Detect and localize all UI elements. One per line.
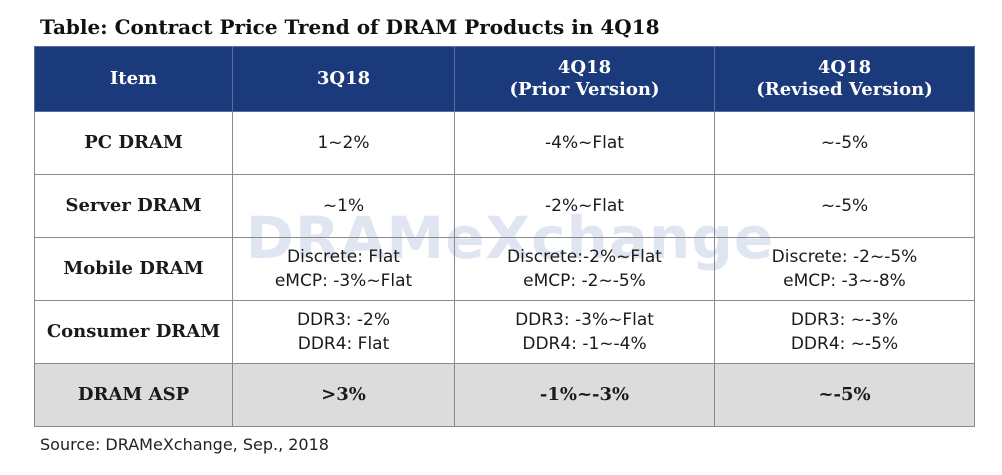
cell-line: ~-5% <box>820 196 869 216</box>
table-title: Table: Contract Price Trend of DRAM Prod… <box>40 15 660 39</box>
table-row: Server DRAM ~1% -2%~Flat ~-5% <box>34 174 975 238</box>
cell-line: eMCP: -3%~Flat <box>274 271 413 291</box>
cell-prior: -2%~Flat <box>454 174 715 238</box>
cell-prior: -4%~Flat <box>454 111 715 175</box>
cell-line: DDR4: -1~-4% <box>522 334 647 354</box>
cell-line: DDR4: ~-5% <box>790 334 899 354</box>
cell-line: -2%~Flat <box>545 196 624 216</box>
cell-revised: ~-5% <box>714 363 975 427</box>
cell-revised: DDR3: ~-3% DDR4: ~-5% <box>714 300 975 364</box>
cell-q3: DDR3: -2% DDR4: Flat <box>232 300 455 364</box>
cell-revised: Discrete: -2~-5% eMCP: -3~-8% <box>714 237 975 301</box>
cell-line: -1%~-3% <box>539 384 630 405</box>
price-trend-table: Item 3Q18 4Q18 (Prior Version) 4Q18 (Rev… <box>34 46 975 427</box>
table-row: Consumer DRAM DDR3: -2% DDR4: Flat DDR3: -3… <box>34 300 975 364</box>
cell-line: DDR3: ~-3% <box>790 310 899 330</box>
cell-prior: DDR3: -3%~Flat DDR4: -1~-4% <box>454 300 715 364</box>
row-item-label: Mobile DRAM <box>34 237 233 301</box>
cell-line: DDR3: -2% <box>296 310 391 330</box>
header-revised-line1: 4Q18 <box>817 57 872 78</box>
cell-q3: ~1% <box>232 174 455 238</box>
cell-prior: Discrete:-2%~Flat eMCP: -2~-5% <box>454 237 715 301</box>
header-prior-line1: 4Q18 <box>557 57 612 78</box>
cell-line: ~-5% <box>818 384 871 405</box>
header-4q18-prior: 4Q18 (Prior Version) <box>454 46 715 112</box>
row-item-label: DRAM ASP <box>34 363 233 427</box>
header-revised-line2: (Revised Version) <box>756 79 933 100</box>
source-note: Source: DRAMeXchange, Sep., 2018 <box>40 435 329 454</box>
cell-line: Discrete: Flat <box>287 247 400 267</box>
cell-line: DDR3: -3%~Flat <box>515 310 654 330</box>
cell-prior: -1%~-3% <box>454 363 715 427</box>
cell-revised: ~-5% <box>714 174 975 238</box>
cell-line: eMCP: -3~-8% <box>783 271 906 291</box>
cell-line: eMCP: -2~-5% <box>523 271 646 291</box>
cell-line: >3% <box>321 384 366 405</box>
table-row: Mobile DRAM Discrete: Flat eMCP: -3%~Flat D… <box>34 237 975 301</box>
cell-line: -4%~Flat <box>545 133 624 153</box>
header-4q18-revised: 4Q18 (Revised Version) <box>714 46 975 112</box>
header-prior-line2: (Prior Version) <box>509 79 660 100</box>
cell-q3: Discrete: Flat eMCP: -3%~Flat <box>232 237 455 301</box>
cell-line: Discrete: -2~-5% <box>771 247 918 267</box>
cell-line: ~1% <box>322 196 365 216</box>
cell-line: DDR4: Flat <box>297 334 390 354</box>
cell-line: Discrete:-2%~Flat <box>507 247 662 267</box>
cell-revised: ~-5% <box>714 111 975 175</box>
cell-line: ~-5% <box>820 133 869 153</box>
cell-q3: >3% <box>232 363 455 427</box>
table-row: DRAM ASP >3% -1%~-3% ~-5% <box>34 363 975 427</box>
header-item: Item <box>34 46 233 112</box>
row-item-label: Consumer DRAM <box>34 300 233 364</box>
table-row: PC DRAM 1~2% -4%~Flat ~-5% <box>34 111 975 175</box>
table-body: PC DRAM 1~2% -4%~Flat ~-5% Server DRAM ~1% -2%… <box>34 111 975 427</box>
header-3q18: 3Q18 <box>232 46 455 112</box>
row-item-label: PC DRAM <box>34 111 233 175</box>
cell-line: 1~2% <box>317 133 370 153</box>
row-item-label: Server DRAM <box>34 174 233 238</box>
cell-q3: 1~2% <box>232 111 455 175</box>
header-row: Item 3Q18 4Q18 (Prior Version) 4Q18 (Rev… <box>34 46 975 112</box>
